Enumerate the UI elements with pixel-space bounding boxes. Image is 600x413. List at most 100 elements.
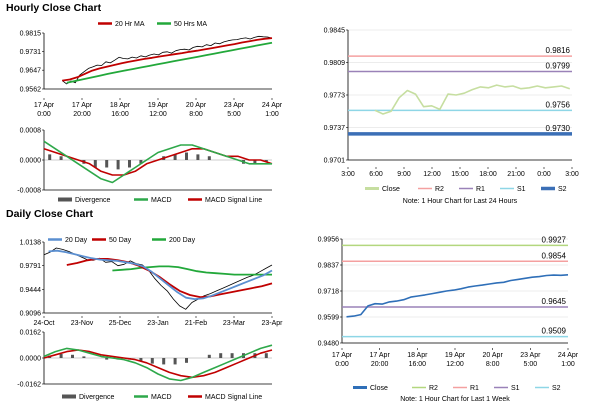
hourly-macd-divergence-bar xyxy=(253,160,257,164)
daily-levels-x-tick: 12:00 xyxy=(446,361,464,368)
hourly-levels-note: Note: 1 Hour Chart for Last 24 Hours xyxy=(403,198,518,205)
daily-r1-level-label: 0.9854 xyxy=(542,251,567,260)
daily-close-line xyxy=(43,247,273,310)
daily-macd-divergence-bar xyxy=(71,354,74,358)
hourly-levels-x-tick: 9:00 xyxy=(397,171,411,178)
hourly-price-x-tick: 17 Apr xyxy=(72,102,93,109)
hourly-macd-divergence-bar xyxy=(185,152,188,160)
daily-20-day-line xyxy=(48,249,273,301)
hourly-r1-level-label: 0.9799 xyxy=(546,62,571,71)
hourly-macd-divergence-bar xyxy=(196,154,200,160)
daily-macd-y-tick: 0.0000 xyxy=(20,356,42,363)
daily-macd-y-tick: 0.0162 xyxy=(20,330,42,337)
hourly-levels-r1-legend-label: R1 xyxy=(476,186,485,193)
daily-price-x-tick: 23-Nov xyxy=(71,320,94,327)
hourly-price-x-tick: 0:00 xyxy=(37,111,51,118)
daily-levels-y-tick: 0.9480 xyxy=(318,341,340,348)
hourly-price-y-tick: 0.9562 xyxy=(20,87,42,94)
daily-macd-divergence-bar xyxy=(59,353,63,358)
daily-price-x-tick: 23-Jan xyxy=(147,320,169,327)
daily-levels-r2-legend-label: R2 xyxy=(429,385,438,392)
hourly-price-x-tick: 5:00 xyxy=(227,111,241,118)
hourly-macd-signal-line xyxy=(43,148,273,176)
daily-50-day-line xyxy=(66,257,273,299)
hourly-s2-level-label: 0.9730 xyxy=(546,124,571,133)
hourly-levels-x-tick: 21:00 xyxy=(507,171,525,178)
daily-price-y-tick: 0.9791 xyxy=(20,263,42,270)
daily-50-day-legend-label: 50 Day xyxy=(109,237,132,244)
hourly-price-x-tick: 24 Apr xyxy=(262,102,283,109)
hourly-price-x-tick: 20:00 xyxy=(73,111,91,118)
daily-levels-x-tick: 5:00 xyxy=(524,361,538,368)
daily-macd-divergence-bar xyxy=(207,354,211,358)
hourly-price-x-tick: 16:00 xyxy=(111,111,129,118)
hourly-macd-divergence-bar xyxy=(173,154,177,160)
daily-macd-y-tick: -0.0162 xyxy=(17,382,41,389)
hourly-price-x-tick: 23 Apr xyxy=(224,102,245,109)
daily-r2-level-label: 0.9927 xyxy=(542,235,567,244)
hourly-levels-x-tick: 15:00 xyxy=(451,171,469,178)
daily-levels-x-tick: 0:00 xyxy=(335,361,349,368)
hourly-levels-x-tick: 18:00 xyxy=(479,171,497,178)
hourly-levels-y-tick: 0.9773 xyxy=(324,93,346,100)
daily-levels-y-tick: 0.9837 xyxy=(318,263,340,270)
daily-levels-y-tick: 0.9956 xyxy=(318,237,340,244)
hourly-price-y-tick: 0.9647 xyxy=(20,68,42,75)
daily-levels-x-tick: 23 Apr xyxy=(520,352,541,359)
daily-section-title: Daily Close Chart xyxy=(6,208,93,220)
daily-levels-x-tick: 8:00 xyxy=(486,361,500,368)
daily-price-x-tick: 23-Mar xyxy=(223,320,246,327)
hourly-price-x-tick: 8:00 xyxy=(189,111,203,118)
daily-levels-x-tick: 16:00 xyxy=(409,361,427,368)
hourly-section-title: Hourly Close Chart xyxy=(6,2,102,14)
daily-levels-x-tick: 1:00 xyxy=(561,361,575,368)
hourly-levels-x-tick: 3:00 xyxy=(565,171,579,178)
daily-macd-divergence-bar xyxy=(185,358,188,363)
daily-s1-level-label: 0.9645 xyxy=(542,297,567,306)
hourly-macd-y-tick: 0.0008 xyxy=(20,128,42,135)
daily-levels-s1-legend-label: S1 xyxy=(511,385,520,392)
hourly-macd-divergence-bar xyxy=(128,160,131,168)
daily-macd-divergence-bar xyxy=(230,353,234,358)
hourly-price-x-tick: 1:00 xyxy=(265,111,279,118)
daily-20-day-legend-label: 20 Day xyxy=(65,237,88,244)
hourly-macd-divergence-bar xyxy=(105,160,109,168)
hourly-levels-x-tick: 3:00 xyxy=(341,171,355,178)
hourly-macd-y-tick: 0.0000 xyxy=(20,158,42,165)
hourly-macd-divergence-bar xyxy=(93,160,97,168)
daily-levels-close-legend-label: Close xyxy=(370,385,388,392)
hourly-levels-x-tick: 12:00 xyxy=(423,171,441,178)
daily-price-x-tick: 23-Apr xyxy=(261,320,283,327)
hourly-macd-legend-label: MACD xyxy=(151,197,172,204)
daily-levels-x-tick: 17 Apr xyxy=(332,352,353,359)
hourly-levels-r2-legend-label: R2 xyxy=(435,186,444,193)
daily-macd-divergence-bar xyxy=(219,353,223,358)
daily-price-y-tick: 1.0138 xyxy=(20,240,42,247)
daily-macd-divergence-bar xyxy=(139,358,143,362)
daily-s2-level-label: 0.9509 xyxy=(542,327,567,336)
daily-price-x-tick: 21-Feb xyxy=(185,320,207,327)
daily-price-x-tick: 24-Oct xyxy=(33,320,54,327)
daily-levels-close-line xyxy=(346,274,569,318)
hourly-20hr-ma-line xyxy=(62,37,273,82)
hourly-20hr-ma-legend-label: 20 Hr MA xyxy=(115,21,145,28)
hourly-levels-x-tick: 0:00 xyxy=(537,171,551,178)
hourly-macd-signal-legend-label: MACD Signal Line xyxy=(205,197,262,204)
daily-levels-x-tick: 19 Apr xyxy=(445,352,466,359)
daily-macd-divergence-bar xyxy=(150,358,154,364)
hourly-price-x-tick: 17 Apr xyxy=(34,102,55,109)
hourly-divergence-legend-label: Divergence xyxy=(75,197,111,204)
hourly-levels-y-tick: 0.9701 xyxy=(324,158,346,165)
hourly-macd-divergence-bar xyxy=(139,160,143,164)
hourly-close-line xyxy=(61,35,273,85)
daily-macd-legend-label: MACD xyxy=(151,394,172,401)
daily-macd-line xyxy=(43,344,273,382)
hourly-r2-level-label: 0.9816 xyxy=(546,46,571,55)
daily-macd-divergence-bar xyxy=(105,358,109,360)
daily-price-y-tick: 0.9096 xyxy=(20,311,42,318)
daily-levels-y-tick: 0.9599 xyxy=(318,315,340,322)
hourly-macd-divergence-bar xyxy=(59,156,63,160)
daily-levels-x-tick: 17 Apr xyxy=(370,352,391,359)
hourly-macd-divergence-bar xyxy=(264,160,268,162)
